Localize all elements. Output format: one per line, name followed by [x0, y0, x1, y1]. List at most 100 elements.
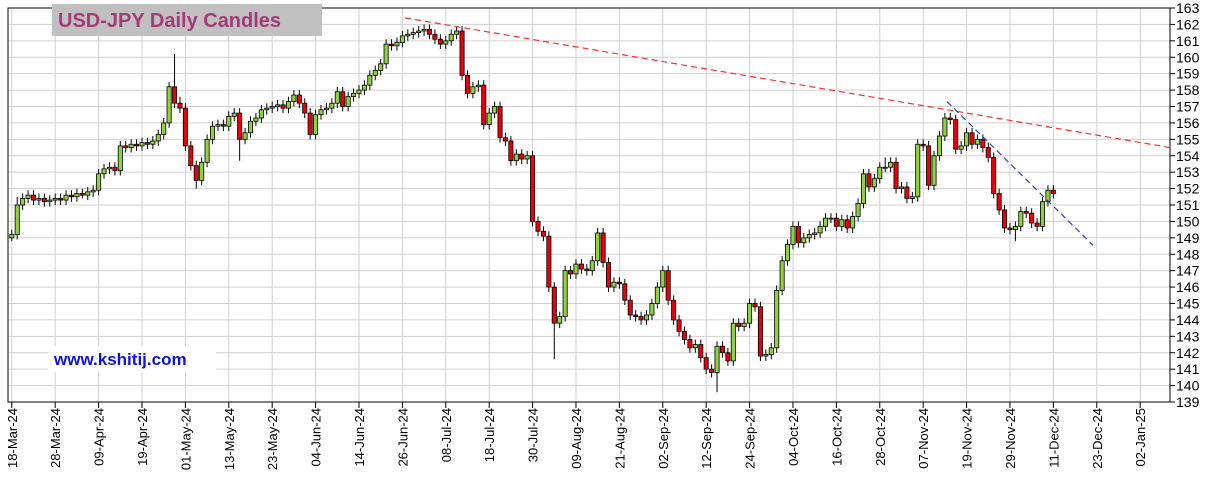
candle-body [269, 106, 275, 109]
candle-body [823, 217, 829, 227]
candle-body [546, 235, 552, 288]
candle-body [644, 314, 650, 321]
candle-body [638, 316, 644, 321]
x-tick-label: 30-Jul-24 [526, 408, 541, 462]
candle-body [215, 124, 221, 127]
y-tick-label: 141 [1176, 361, 1200, 377]
candle-body [356, 89, 362, 94]
y-tick-label: 162 [1176, 16, 1200, 32]
candle-body [79, 193, 85, 196]
candle-body [725, 352, 731, 362]
x-tick-label: 28-Oct-24 [873, 408, 888, 466]
candle-body [237, 112, 243, 140]
candle-body [757, 306, 763, 357]
candle-body [52, 198, 58, 201]
y-tick-label: 153 [1176, 164, 1200, 180]
candle-body [1029, 212, 1035, 224]
candle-body [768, 347, 774, 355]
x-tick-label: 26-Jun-24 [395, 408, 410, 467]
candle-body [671, 299, 677, 321]
x-tick-label: 09-Apr-24 [92, 408, 107, 466]
candle-body [405, 33, 411, 37]
candle-body [540, 230, 546, 237]
candle-body [833, 217, 839, 227]
candle-body [226, 115, 232, 127]
candle-body [464, 74, 470, 94]
candle-body [475, 84, 481, 88]
candle-body [589, 260, 595, 272]
candle-body [844, 219, 850, 229]
trend-line [946, 101, 1094, 246]
watermark-box [48, 346, 216, 372]
candle-body [573, 263, 579, 275]
candle-body [242, 132, 248, 140]
y-tick-label: 148 [1176, 246, 1200, 262]
candle-body [334, 91, 340, 104]
candle-body [508, 140, 514, 162]
candle-body [806, 234, 812, 239]
candle-body [1012, 225, 1018, 231]
candle-body [654, 286, 660, 304]
candle-body [318, 109, 324, 116]
candle-body [448, 33, 454, 42]
candle-body [90, 189, 96, 193]
candle-body [681, 331, 687, 341]
candle-body [730, 322, 736, 362]
candle-body [161, 122, 167, 135]
y-tick-label: 142 [1176, 345, 1200, 361]
y-tick-label: 149 [1176, 230, 1200, 246]
candle-body [795, 225, 801, 244]
candle-body [275, 104, 281, 107]
y-tick-label: 158 [1176, 82, 1200, 98]
candle-body [112, 166, 118, 171]
candle-body [96, 173, 102, 191]
candle-body [253, 117, 259, 122]
y-tick-label: 145 [1176, 296, 1200, 312]
candle-body [714, 345, 720, 373]
watermark: www.kshitij.com [53, 350, 187, 369]
x-tick-label: 18-Mar-24 [5, 408, 20, 468]
candle-body [454, 30, 460, 35]
candle-body [568, 270, 574, 275]
x-tick-label: 13-May-24 [222, 408, 237, 470]
candle-body [199, 161, 205, 181]
candle-body [524, 155, 530, 160]
x-tick-label: 08-Jul-24 [439, 408, 454, 462]
y-tick-label: 143 [1176, 328, 1200, 344]
candle-body [470, 86, 476, 94]
candle-body [584, 268, 590, 272]
candle-body [172, 86, 178, 104]
candle-body [703, 357, 709, 370]
candle-body [698, 344, 704, 359]
candle-body [871, 178, 877, 188]
x-tick-label: 16-Oct-24 [829, 408, 844, 466]
x-tick-label: 04-Oct-24 [786, 408, 801, 466]
x-tick-label: 14-Jun-24 [352, 408, 367, 467]
candle-body [974, 138, 980, 145]
candle-body [85, 191, 91, 196]
candle-body [329, 102, 335, 109]
candle-body [513, 153, 519, 162]
candle-body [302, 102, 308, 114]
y-tick-label: 156 [1176, 115, 1200, 131]
candle-body [459, 30, 465, 76]
candle-body [893, 161, 899, 189]
candle-body [427, 28, 433, 35]
candle-body [785, 243, 791, 262]
candle-body [188, 145, 194, 166]
candle-body [117, 145, 123, 171]
candle-body [155, 134, 161, 142]
candles [9, 17, 1171, 393]
y-tick-label: 152 [1176, 181, 1200, 197]
y-tick-label: 161 [1176, 33, 1200, 49]
candle-body [692, 344, 698, 349]
candle-body [1034, 222, 1040, 227]
candle-body [497, 106, 503, 139]
y-tick-label: 155 [1176, 131, 1200, 147]
candle-body [220, 124, 226, 127]
candle-body [633, 314, 639, 318]
candle-body [323, 107, 329, 111]
candle-body [340, 91, 346, 107]
candle-body [399, 35, 405, 43]
candle-body [74, 193, 80, 198]
